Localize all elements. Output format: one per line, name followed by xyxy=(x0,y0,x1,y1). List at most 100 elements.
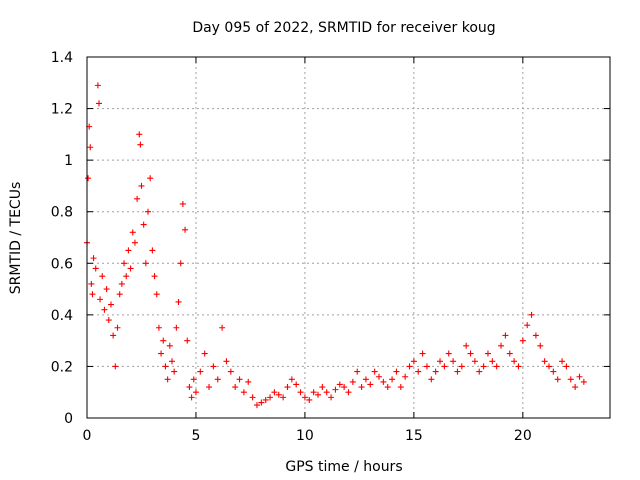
data-point xyxy=(371,368,378,375)
data-point xyxy=(166,342,173,349)
data-point xyxy=(162,363,169,370)
y-tick-label: 1.2 xyxy=(51,102,73,118)
data-point xyxy=(240,389,247,396)
data-point xyxy=(480,363,487,370)
data-point xyxy=(153,291,160,298)
data-point xyxy=(125,247,132,254)
data-point xyxy=(145,208,152,215)
data-point xyxy=(267,394,274,401)
data-point xyxy=(493,363,500,370)
data-point xyxy=(88,280,95,287)
data-point xyxy=(502,332,509,339)
data-point xyxy=(253,402,260,409)
data-point xyxy=(107,301,114,308)
data-point xyxy=(142,260,149,267)
data-point xyxy=(101,306,108,313)
data-point xyxy=(476,368,483,375)
data-point xyxy=(210,363,217,370)
data-point xyxy=(432,368,439,375)
data-point xyxy=(160,337,167,344)
data-point xyxy=(463,342,470,349)
data-point xyxy=(186,384,193,391)
data-point xyxy=(380,378,387,385)
y-tick-labels: 0 0.2 0.4 0.6 0.8 1 1.2 1.4 xyxy=(51,50,73,427)
data-point xyxy=(506,350,513,357)
data-point xyxy=(236,376,243,383)
data-point xyxy=(179,200,186,207)
data-point xyxy=(393,368,400,375)
data-point xyxy=(155,324,162,331)
data-point xyxy=(580,378,587,385)
data-point xyxy=(293,381,300,388)
data-point xyxy=(116,291,123,298)
data-point xyxy=(206,384,213,391)
axis-ticks xyxy=(86,56,610,419)
data-point xyxy=(328,394,335,401)
x-tick-label: 0 xyxy=(83,428,92,444)
data-points xyxy=(84,82,587,409)
data-point xyxy=(554,376,561,383)
data-point xyxy=(173,324,180,331)
data-point xyxy=(567,376,574,383)
data-point xyxy=(90,255,97,262)
y-tick-label: 1.4 xyxy=(51,50,73,66)
data-point xyxy=(349,378,356,385)
data-point xyxy=(559,358,566,365)
data-point xyxy=(524,322,531,329)
data-point xyxy=(384,384,391,391)
data-point xyxy=(280,394,287,401)
data-point xyxy=(545,363,552,370)
data-point xyxy=(182,226,189,233)
data-point xyxy=(129,229,136,236)
data-point xyxy=(140,221,147,228)
data-point xyxy=(223,358,230,365)
data-point xyxy=(441,363,448,370)
data-point xyxy=(118,280,125,287)
data-point xyxy=(336,381,343,388)
data-point xyxy=(89,291,96,298)
chart-title: Day 095 of 2022, SRMTID for receiver kou… xyxy=(192,20,495,36)
data-point xyxy=(532,332,539,339)
data-point xyxy=(131,239,138,246)
data-point xyxy=(110,332,117,339)
data-point xyxy=(471,358,478,365)
data-point xyxy=(87,144,94,151)
data-point xyxy=(515,363,522,370)
data-point xyxy=(362,376,369,383)
y-tick-label: 1 xyxy=(64,153,73,169)
data-point xyxy=(103,286,110,293)
data-point xyxy=(550,368,557,375)
data-point xyxy=(192,389,199,396)
data-point xyxy=(397,384,404,391)
data-point xyxy=(484,350,491,357)
data-point xyxy=(188,394,195,401)
y-tick-label: 0.4 xyxy=(51,308,73,324)
data-point xyxy=(158,350,165,357)
y-tick-label: 0 xyxy=(64,411,73,427)
data-point xyxy=(168,358,175,365)
data-point xyxy=(576,373,583,380)
data-point xyxy=(151,273,158,280)
data-point xyxy=(402,373,409,380)
data-point xyxy=(301,394,308,401)
data-point xyxy=(541,358,548,365)
data-point xyxy=(297,389,304,396)
data-point xyxy=(410,358,417,365)
data-point xyxy=(428,376,435,383)
y-tick-label: 0.6 xyxy=(51,256,73,272)
data-point xyxy=(201,350,208,357)
data-point xyxy=(458,363,465,370)
data-point xyxy=(454,368,461,375)
y-tick-label: 0.2 xyxy=(51,359,73,375)
data-point xyxy=(537,342,544,349)
data-point xyxy=(271,389,278,396)
data-point xyxy=(105,317,112,324)
data-point xyxy=(164,376,171,383)
data-point xyxy=(94,82,101,89)
data-point xyxy=(137,141,144,148)
x-tick-label: 10 xyxy=(296,428,314,444)
data-point xyxy=(114,324,121,331)
data-point xyxy=(450,358,457,365)
data-point xyxy=(123,273,130,280)
data-point xyxy=(572,384,579,391)
